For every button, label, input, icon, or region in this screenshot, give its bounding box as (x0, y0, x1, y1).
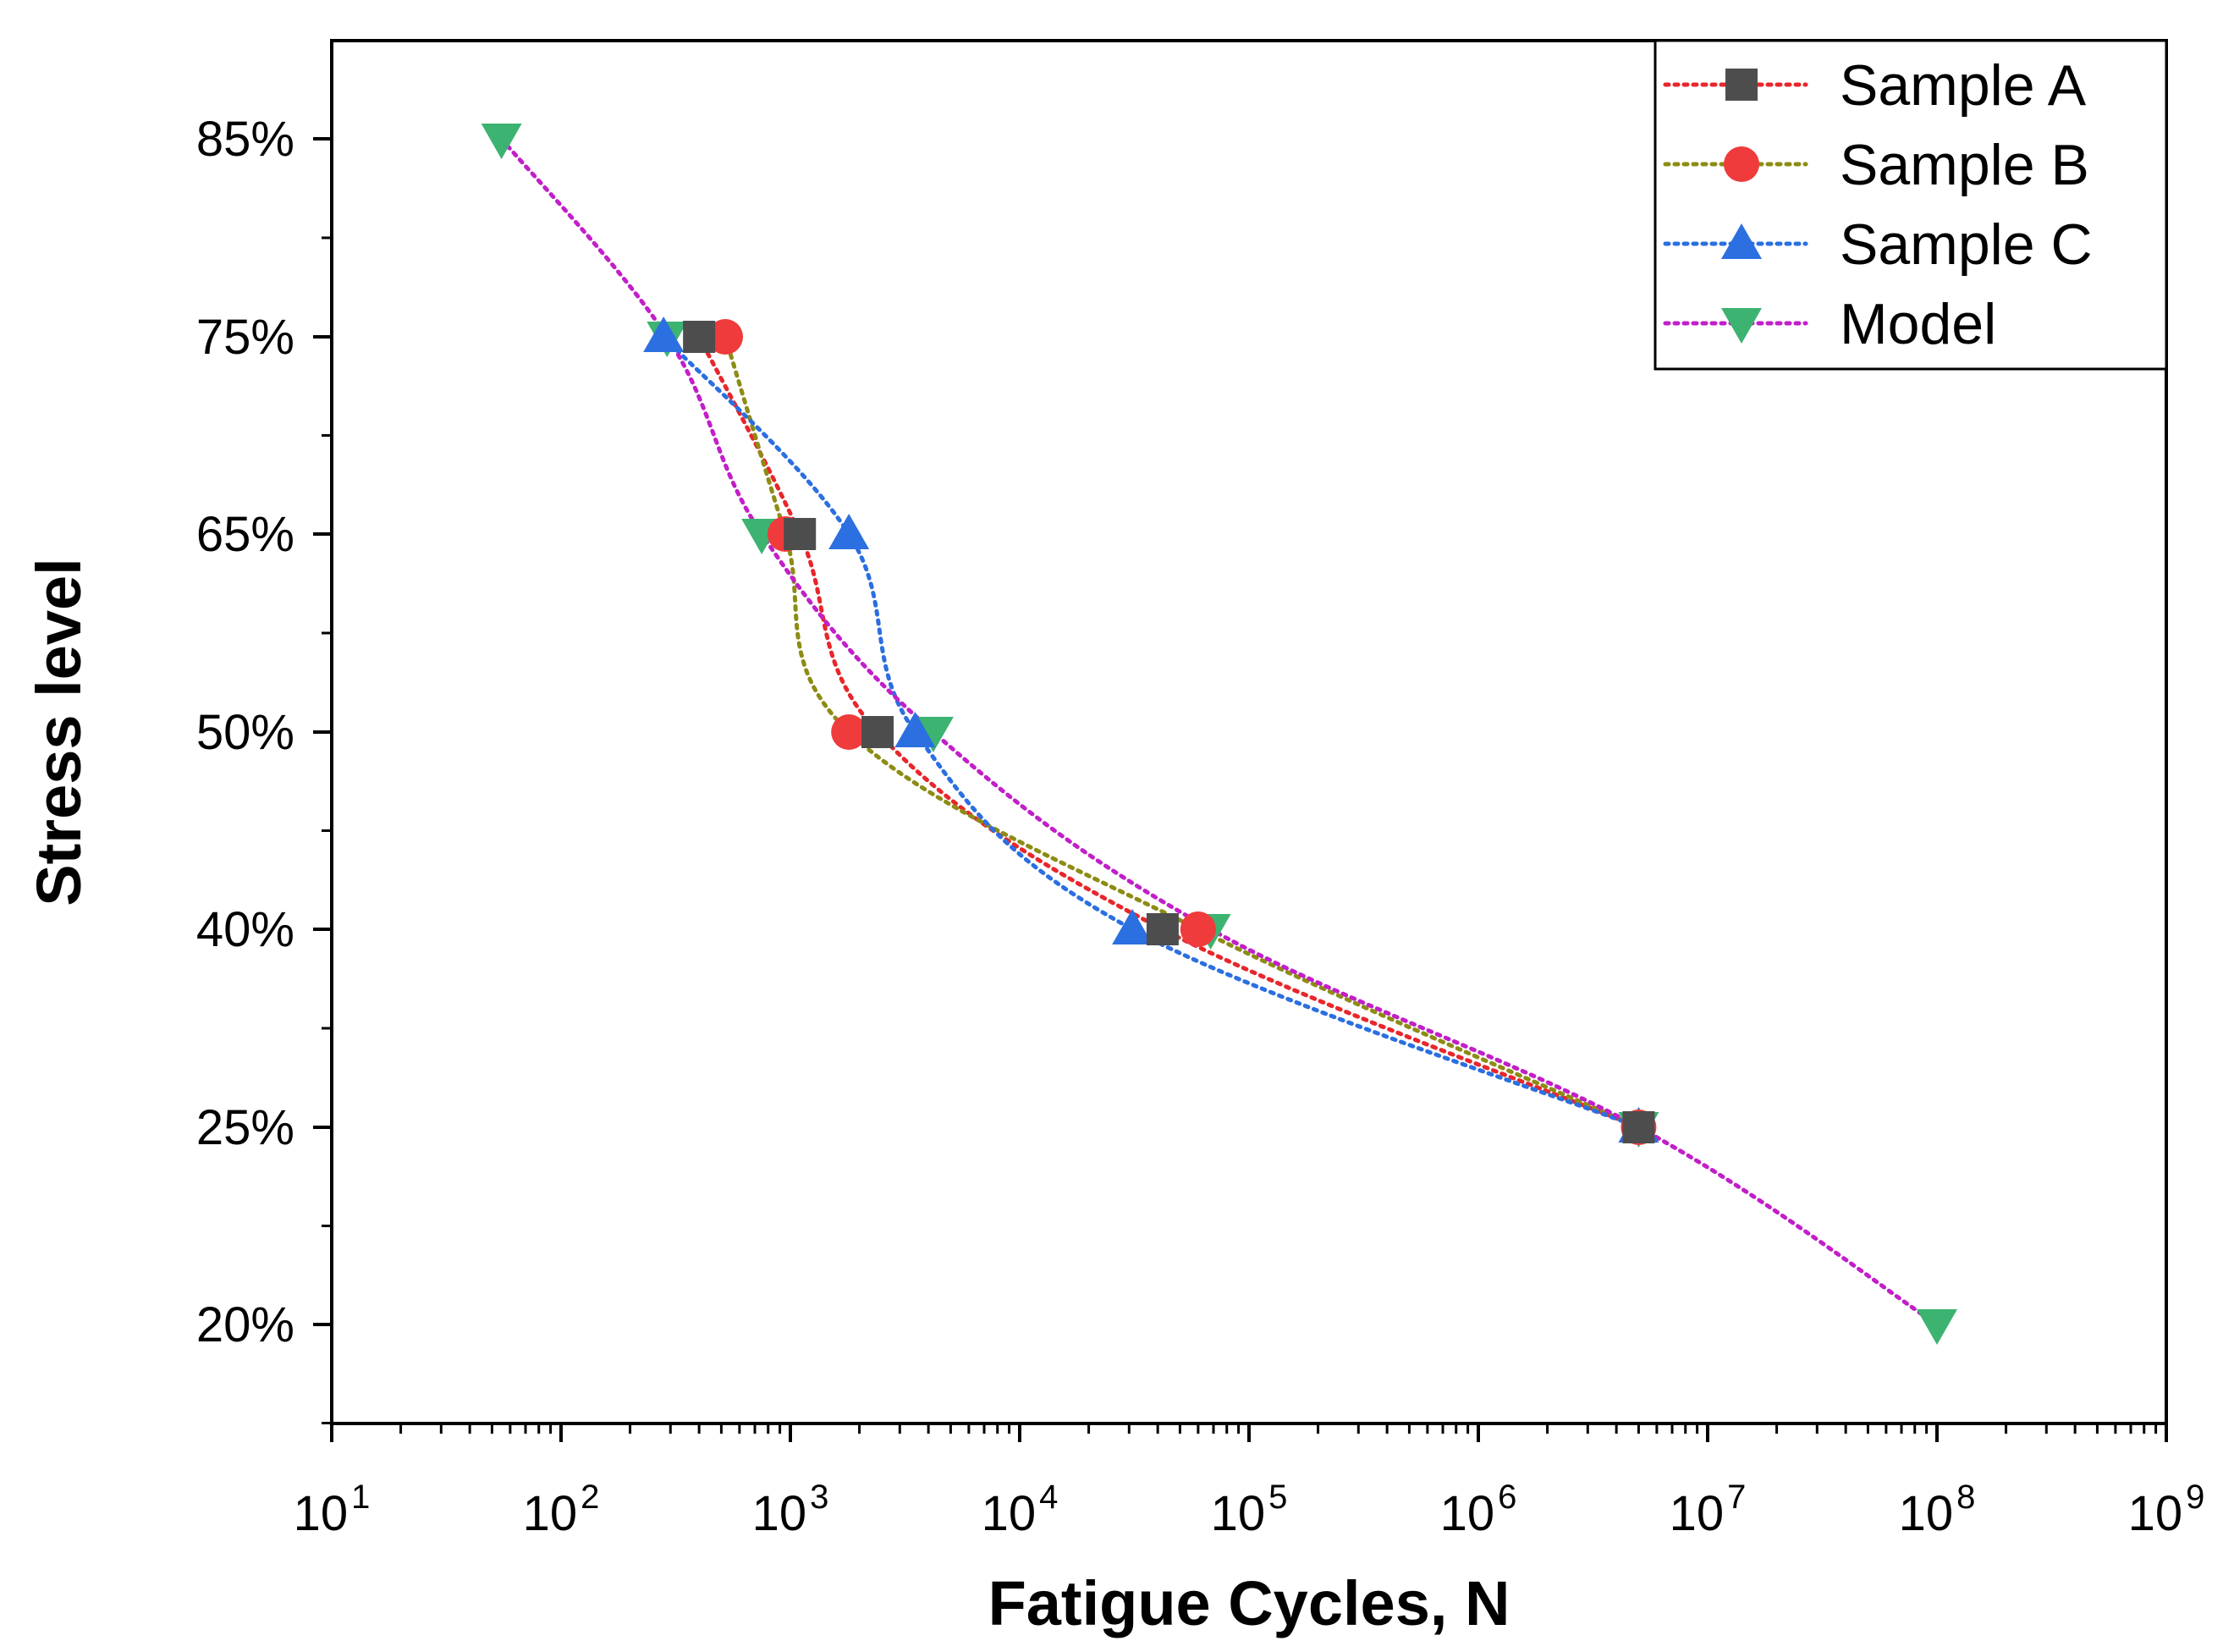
data-point-sample-b (1180, 911, 1216, 947)
y-tick-label: 25% (196, 1100, 294, 1155)
x-tick-exponent: 2 (581, 1479, 599, 1516)
x-tick-exponent: 6 (1498, 1479, 1516, 1516)
y-tick-label: 20% (196, 1297, 294, 1352)
series-line-sample-b (723, 334, 1641, 1130)
x-tick-base: 10 (1899, 1486, 1954, 1541)
data-point-sample-c (643, 317, 685, 352)
data-point-sample-a (784, 518, 817, 550)
x-tick-exponent: 1 (351, 1479, 370, 1516)
x-tick-base: 10 (1440, 1486, 1495, 1541)
y-tick-label: 40% (196, 902, 294, 957)
legend: Sample A Sample B Sample C Model (1653, 39, 2168, 371)
x-tick-label: 10 1 (294, 1479, 371, 1541)
x-tick-label: 10 6 (1440, 1479, 1517, 1541)
x-tick-label: 10 2 (523, 1479, 600, 1541)
data-point-sample-c (894, 712, 936, 747)
legend-label: Sample A (1840, 53, 2087, 118)
data-point-model (481, 124, 522, 159)
y-axis-title: Stress level (24, 558, 94, 906)
data-point-model (912, 717, 954, 752)
x-tick-base: 10 (523, 1486, 578, 1541)
data-point-model (1917, 1309, 1957, 1345)
x-tick-base: 10 (2128, 1486, 2183, 1541)
x-tick-exponent: 5 (1268, 1479, 1287, 1516)
x-tick-exponent: 4 (1039, 1479, 1058, 1516)
legend-marker (1721, 308, 1762, 344)
legend-marker (1724, 146, 1759, 182)
x-tick-label: 10 7 (1670, 1479, 1747, 1541)
legend-marker (1725, 69, 1758, 101)
y-tick-label: 50% (196, 705, 294, 760)
x-tick-label: 10 5 (1211, 1479, 1288, 1541)
data-point-sample-a (1146, 913, 1179, 945)
x-tick-exponent: 8 (1956, 1479, 1975, 1516)
plot-layer (481, 124, 1957, 1345)
x-axis-title: Fatigue Cycles, N (988, 1568, 1510, 1638)
x-tick-base: 10 (752, 1486, 807, 1541)
x-tick-base: 10 (1211, 1486, 1266, 1541)
data-point-sample-c (1112, 909, 1153, 944)
data-point-sample-b (707, 319, 744, 355)
x-tick-base: 10 (294, 1486, 349, 1541)
x-tick-label: 10 8 (1899, 1479, 1976, 1541)
data-point-sample-c (828, 514, 870, 549)
y-tick-label: 85% (196, 112, 294, 167)
data-point-sample-b (831, 714, 867, 750)
y-tick-label: 65% (196, 507, 294, 562)
axes-layer: 10 1 10 2 10 3 10 4 10 5 10 6 10 7 10 8 10 920%25%40%50%6… (24, 39, 2205, 1638)
series-line-sample-a (696, 334, 1641, 1130)
legend-label: Model (1840, 292, 1996, 356)
data-point-sample-a (1622, 1111, 1655, 1143)
legend-label: Sample C (1840, 212, 2093, 277)
data-point-sample-a (683, 321, 716, 353)
x-tick-exponent: 3 (810, 1479, 828, 1516)
data-point-sample-a (861, 716, 894, 748)
x-tick-label: 10 9 (2128, 1479, 2205, 1541)
x-tick-base: 10 (1670, 1486, 1725, 1541)
x-tick-label: 10 4 (982, 1479, 1059, 1541)
series-line-sample-c (661, 334, 1641, 1130)
x-tick-exponent: 9 (2186, 1479, 2204, 1516)
y-tick-label: 75% (196, 310, 294, 365)
legend-marker (1721, 223, 1762, 259)
legend-label: Sample B (1840, 133, 2089, 197)
x-tick-exponent: 7 (1727, 1479, 1746, 1516)
x-tick-label: 10 3 (752, 1479, 829, 1541)
x-tick-base: 10 (982, 1486, 1037, 1541)
